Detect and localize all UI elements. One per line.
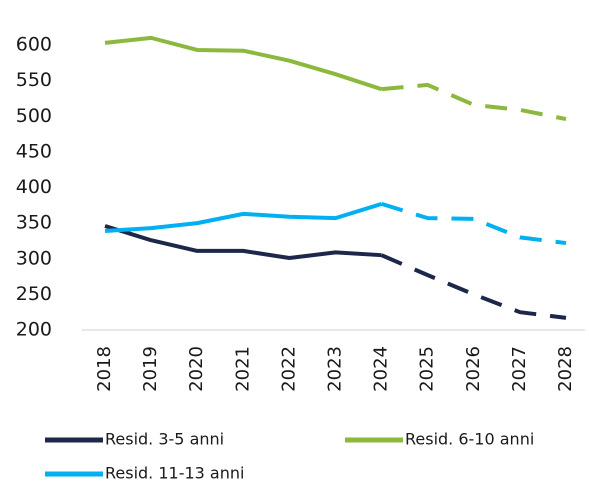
y-tick-label: 450 — [16, 140, 52, 162]
y-tick-label: 200 — [16, 319, 52, 341]
x-tick-label: 2019 — [140, 346, 161, 392]
legend-label: Resid. 6-10 anni — [405, 430, 534, 449]
x-tick-label: 2024 — [371, 346, 392, 392]
y-tick-label: 500 — [16, 105, 52, 127]
y-tick-label: 250 — [16, 283, 52, 305]
x-tick-label: 2023 — [325, 346, 346, 392]
x-tick-label: 2027 — [509, 346, 530, 392]
x-tick-label: 2025 — [417, 346, 438, 392]
series-line — [104, 201, 383, 233]
series-line-dashed — [380, 253, 567, 320]
series-line-dashed — [381, 82, 567, 122]
x-tick-label: 2022 — [278, 346, 299, 392]
x-tick-label: 2018 — [94, 346, 115, 392]
y-tick-label: 400 — [16, 176, 52, 198]
x-tick-label: 2021 — [232, 346, 253, 392]
x-tick-label: 2020 — [186, 346, 207, 392]
series-line — [104, 224, 382, 261]
legend-label: Resid. 3-5 anni — [105, 430, 224, 449]
y-tick-label: 300 — [16, 247, 52, 269]
series-line-dashed — [381, 201, 567, 246]
y-tick-label: 550 — [16, 69, 52, 91]
series-line — [104, 35, 383, 92]
x-tick-label: 2028 — [555, 346, 576, 392]
legend-label: Resid. 11-13 anni — [105, 464, 244, 482]
y-tick-label: 350 — [16, 212, 52, 234]
x-tick-label: 2026 — [463, 346, 484, 392]
y-tick-label: 600 — [16, 34, 52, 56]
